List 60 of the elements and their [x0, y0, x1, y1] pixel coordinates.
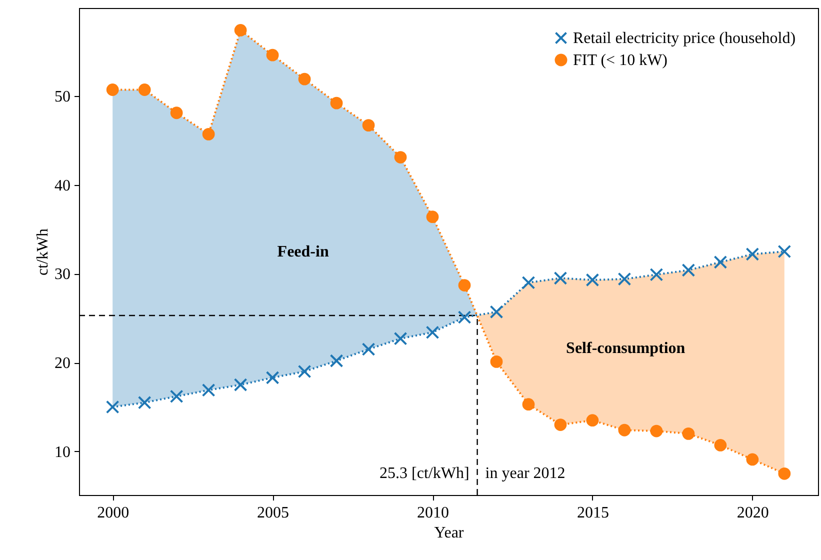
point: [106, 84, 119, 96]
legend-label: FIT (< 10 kW): [573, 52, 668, 69]
y-tick-label: 10: [54, 444, 70, 461]
y-tick-label: 50: [54, 88, 70, 106]
x-tick-label: 2010: [417, 504, 450, 522]
y-axis-title: ct/kWh: [34, 228, 52, 276]
point: [586, 273, 600, 287]
point: [746, 453, 759, 466]
x-tick-label: 2000: [97, 504, 130, 522]
point: [458, 279, 471, 292]
point: [170, 106, 183, 120]
point: [490, 356, 503, 368]
point: [202, 128, 215, 140]
point: [170, 390, 184, 404]
point: [618, 272, 632, 286]
legend-label: Retail electricity price (household): [573, 30, 796, 47]
point: [106, 400, 120, 414]
point: [682, 263, 696, 277]
point: [554, 271, 568, 285]
point: [234, 378, 248, 392]
point: [330, 96, 343, 110]
point: [266, 48, 279, 62]
x-tick-label: 2020: [736, 504, 769, 522]
point: [202, 383, 216, 397]
point: [394, 151, 407, 164]
x-axis-title: Year: [434, 524, 464, 542]
point: [522, 276, 536, 290]
point: [746, 247, 760, 261]
y-tick-label: 40: [54, 177, 70, 194]
point: [426, 210, 439, 224]
point: [362, 119, 375, 132]
point: [138, 84, 151, 96]
point: [554, 418, 567, 431]
point: [298, 364, 312, 378]
point: [682, 427, 695, 440]
point: [586, 414, 599, 427]
point: [714, 255, 728, 269]
point: [266, 370, 280, 384]
point: [234, 24, 247, 36]
point: [714, 439, 727, 452]
annotation: Feed-in: [277, 243, 329, 260]
point: [458, 310, 472, 324]
point: [778, 244, 792, 258]
point: [298, 72, 311, 86]
point: [362, 342, 376, 356]
x-tick-label: 2015: [576, 504, 609, 522]
point: [394, 332, 408, 346]
y-tick-label: 30: [54, 266, 70, 284]
point: [650, 268, 664, 282]
annotation: in year 2012: [485, 465, 566, 482]
point: [426, 326, 440, 340]
point: [138, 396, 152, 410]
y-tick-label: 20: [54, 355, 70, 372]
point: [778, 467, 791, 480]
x-tick-label: 2005: [257, 504, 290, 522]
annotation: 25.3 [ct/kWh]: [380, 465, 470, 482]
point: [522, 398, 535, 411]
annotation: Self-consumption: [566, 340, 686, 358]
point: [490, 305, 504, 319]
point: [330, 354, 344, 368]
